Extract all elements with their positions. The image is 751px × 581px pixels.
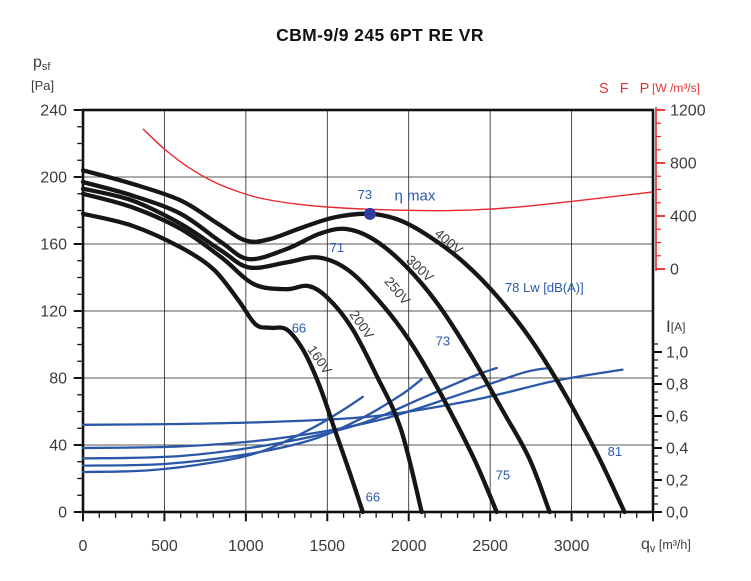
svg-text:1500: 1500 xyxy=(309,538,345,555)
sound-level-label: 71 xyxy=(330,240,344,255)
axis-tick-labels: 0 500 1000 1500 2000 2500 3000 0 40 80 120 160 200 24… xyxy=(40,103,705,556)
svg-text:3000: 3000 xyxy=(554,538,590,555)
svg-text:1000: 1000 xyxy=(228,538,264,555)
pressure-curve-200V xyxy=(80,191,424,515)
svg-text:1,0: 1,0 xyxy=(666,345,688,362)
pressure-curve-250V xyxy=(80,186,499,515)
sfp-axis-title: S F P xyxy=(599,81,653,97)
svg-text:40: 40 xyxy=(49,438,67,455)
svg-text:120: 120 xyxy=(40,304,67,321)
svg-text:0: 0 xyxy=(79,538,88,555)
current-curves xyxy=(81,366,624,474)
eta-max-label: η max xyxy=(394,187,435,204)
sound-level-label: 81 xyxy=(608,444,622,459)
axis-ticks xyxy=(73,107,665,522)
pressure-curve-300V xyxy=(80,179,552,515)
eta-max-point xyxy=(363,207,376,220)
eta-max-value: 73 xyxy=(358,187,372,202)
sfp-curve xyxy=(142,128,653,212)
sound-level-label: 75 xyxy=(496,468,510,483)
svg-text:2500: 2500 xyxy=(472,538,508,555)
pressure-axis-symbol: psf xyxy=(33,54,51,73)
sound-level-label: 73 xyxy=(436,334,450,349)
sound-level-label: 66 xyxy=(366,489,380,504)
svg-text:200: 200 xyxy=(40,170,67,187)
svg-text:0: 0 xyxy=(670,262,679,279)
svg-text:0,0: 0,0 xyxy=(666,505,688,522)
svg-text:80: 80 xyxy=(49,371,67,388)
sfp-axis-unit: [W /m³/s] xyxy=(652,81,700,95)
svg-text:800: 800 xyxy=(670,156,697,173)
plot-border xyxy=(81,108,655,514)
svg-text:400: 400 xyxy=(670,209,697,226)
svg-text:160: 160 xyxy=(40,237,67,254)
sound-level-label: 78 Lw [dB(A)] xyxy=(505,280,584,295)
svg-text:0,6: 0,6 xyxy=(666,409,688,426)
current-curve-300V xyxy=(81,366,551,450)
chart-title: CBM-9/9 245 6PT RE VR xyxy=(276,25,484,45)
svg-text:0,2: 0,2 xyxy=(666,473,688,490)
pressure-axis-unit: [Pa] xyxy=(31,78,54,93)
svg-text:500: 500 xyxy=(151,538,178,555)
svg-text:240: 240 xyxy=(40,103,67,120)
pressure-curve-160V xyxy=(80,211,365,515)
svg-text:1200: 1200 xyxy=(670,103,706,120)
svg-text:2000: 2000 xyxy=(391,538,427,555)
current-curve-200V xyxy=(81,378,423,467)
grid-lines xyxy=(83,110,653,512)
flow-axis-title: qv [m³/h] xyxy=(641,536,691,555)
svg-text:0,8: 0,8 xyxy=(666,377,688,394)
svg-text:0,4: 0,4 xyxy=(666,441,688,458)
current-axis-title: I[A] xyxy=(666,317,685,336)
svg-text:0: 0 xyxy=(58,505,67,522)
sound-level-label: 66 xyxy=(292,320,306,335)
